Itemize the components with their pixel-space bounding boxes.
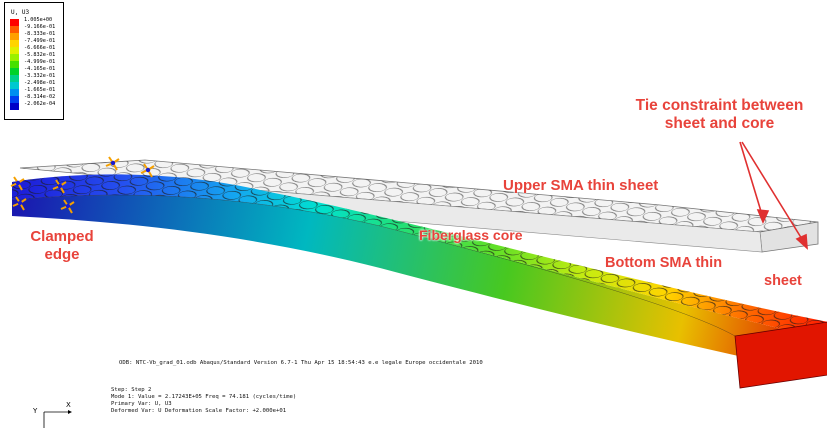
- legend-swatch: [10, 68, 19, 75]
- legend-swatch: [10, 82, 19, 89]
- legend-value: -3.332e-01: [24, 73, 56, 79]
- upper-sheet-label: Upper SMA thin sheet: [503, 177, 659, 194]
- legend-swatches: [10, 19, 19, 110]
- bottom-sheet-label-end: sheet: [764, 273, 802, 289]
- legend-swatch: [10, 33, 19, 40]
- legend-swatch: [10, 47, 19, 54]
- legend-value: -5.832e-01: [24, 52, 56, 58]
- tie-label-line2: sheet and core: [664, 115, 775, 132]
- undeformed-plate: [19, 159, 819, 253]
- legend-swatch: [10, 103, 19, 110]
- legend-swatch: [10, 19, 19, 26]
- mode-line: Mode 1: Value = 2.17243E+05 Freq = 74.18…: [111, 394, 297, 400]
- legend-values: 1.005e+00 -9.166e-01 -8.333e-01 -7.499e-01-…: [24, 17, 55, 108]
- legend-value: -8.314e-02: [24, 94, 56, 100]
- legend-swatch: [10, 26, 19, 33]
- deformed-beam: [11, 174, 827, 389]
- step-info-block: Step: Step 2 Mode 1: Value = 2.17243E+05…: [111, 387, 296, 415]
- legend-value: -6.666e-01: [24, 45, 56, 51]
- clamped-label-line1: Clamped: [30, 228, 94, 245]
- legend-value: -1.665e-01: [24, 87, 56, 93]
- legend-swatch: [10, 89, 19, 96]
- legend-value: -4.999e-01: [24, 59, 56, 65]
- triad-y-label: Y: [33, 407, 38, 415]
- contour-legend: U, U3 1.005e+00 -9.166e-01 -8.333e-01 -7.49…: [4, 2, 64, 120]
- step-line: Step: Step 2: [111, 387, 152, 393]
- legend-swatch: [10, 61, 19, 68]
- deformed-var-line: Deformed Var: U Deformation Scale Factor…: [111, 408, 287, 414]
- odb-info-line: ODB: NTC-Vb_grad_01.odb Abaqus/Standard …: [119, 360, 483, 366]
- legend-value: -4.165e-01: [24, 66, 56, 72]
- triad-x-label: X: [66, 401, 71, 409]
- legend-swatch: [10, 75, 19, 82]
- legend-swatch: [10, 40, 19, 47]
- tie-label-line1: Tie constraint between: [635, 97, 804, 114]
- tie-constraint-arrows: [739, 141, 808, 250]
- primary-var-line: Primary Var: U, U3: [111, 401, 172, 407]
- clamped-label-line2: edge: [44, 246, 80, 263]
- legend-swatch: [10, 54, 19, 61]
- legend-value: -9.166e-01: [24, 24, 56, 30]
- legend-value: -2.498e-01: [24, 80, 56, 86]
- boundary-condition-markers: [10, 156, 155, 214]
- clamped-edge-label: Clamped edge: [26, 228, 98, 264]
- legend-value: -8.333e-01: [24, 31, 56, 37]
- legend-value: -7.499e-01: [24, 38, 56, 44]
- axis-triad: Y X: [30, 400, 80, 430]
- bottom-sheet-label: Bottom SMA thin: [605, 255, 723, 271]
- legend-value: -2.062e-04: [24, 101, 56, 107]
- fiberglass-core-label: Fiberglass core: [419, 227, 523, 243]
- triad-arrows-icon: [43, 410, 72, 428]
- legend-swatch: [10, 96, 19, 103]
- legend-value: 1.005e+00: [24, 17, 53, 23]
- tie-constraint-label: Tie constraint between sheet and core: [612, 97, 827, 133]
- legend-title: U, U3: [11, 9, 30, 16]
